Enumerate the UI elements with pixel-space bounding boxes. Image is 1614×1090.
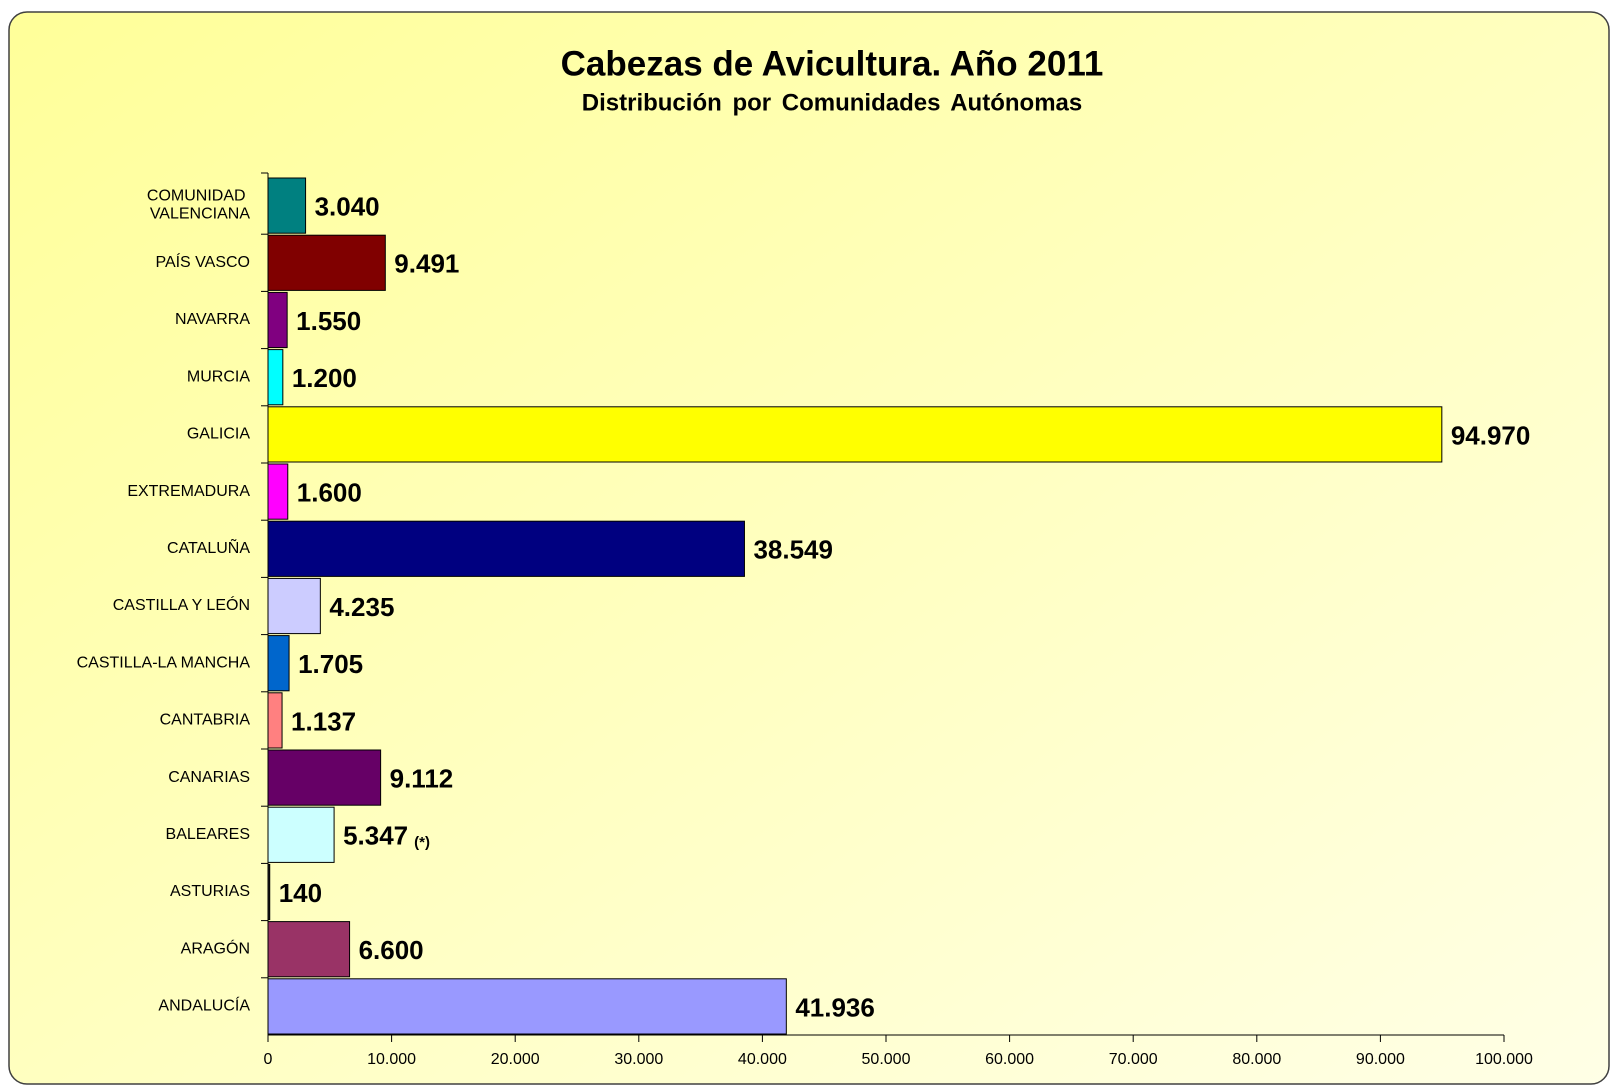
x-tick-label: 20.000 [491, 1051, 540, 1068]
bar [267, 692, 283, 749]
value-label: 9.491 [394, 249, 459, 279]
chart-subtitle: Distribución por Comunidades Autónomas [582, 89, 1082, 116]
x-tick-label: 0 [264, 1051, 273, 1068]
value-label: 6.600 [359, 935, 424, 965]
y-tick-label: ASTURIAS [170, 883, 250, 900]
value-label: 1.705 [298, 649, 363, 679]
x-tick-label: 70.000 [1109, 1051, 1158, 1068]
bar [267, 806, 335, 863]
value-label: 3.040 [315, 191, 380, 221]
bar [267, 749, 382, 806]
value-label: 38.549 [753, 535, 833, 565]
value-label: 1.200 [292, 363, 357, 393]
bar [267, 520, 745, 577]
annotation: (*) [414, 834, 430, 851]
value-label: 1.600 [297, 477, 362, 507]
bar [267, 406, 1443, 463]
y-tick-label: GALICIA [187, 426, 250, 443]
bar [267, 635, 290, 692]
y-tick-label: COMUNIDAD VALENCIANA [147, 188, 250, 223]
y-tick-label: BALEARES [166, 826, 250, 843]
value-label: 1.550 [296, 306, 361, 336]
y-tick-label: CANARIAS [168, 769, 250, 786]
bar [267, 463, 289, 520]
y-tick-label: NAVARRA [175, 311, 250, 328]
value-label: 140 [279, 878, 322, 908]
value-label: 4.235 [329, 592, 394, 622]
bar [267, 577, 321, 635]
x-tick-label: 80.000 [1232, 1051, 1281, 1068]
y-tick-label: MURCIA [187, 368, 250, 385]
label-line: COMUNIDAD [147, 188, 250, 205]
x-tick-label: 40.000 [738, 1051, 787, 1068]
value-label: 41.936 [795, 992, 875, 1022]
bar [267, 349, 284, 406]
y-tick-label: ANDALUCÍA [158, 996, 250, 1015]
y-tick-label: CASTILLA Y LEÓN [113, 595, 250, 614]
value-label: 94.970 [1451, 420, 1531, 450]
bar [267, 978, 787, 1035]
value-label: 9.112 [390, 763, 454, 793]
chart-background [8, 11, 1610, 1085]
x-tick-label: 100.000 [1475, 1051, 1533, 1068]
x-tick-label: 30.000 [614, 1051, 663, 1068]
x-tick-label: 60.000 [985, 1051, 1034, 1068]
y-tick-label: EXTREMADURA [127, 483, 250, 500]
label-line: VALENCIANA [150, 206, 251, 223]
y-tick-label: CASTILLA-LA MANCHA [77, 654, 251, 671]
y-tick-label: CATALUÑA [167, 537, 250, 557]
chart-title: Cabezas de Avicultura. Año 2011 [561, 44, 1104, 83]
bar [267, 291, 288, 349]
y-tick-label: CANTABRIA [160, 712, 251, 729]
x-tick-label: 90.000 [1356, 1051, 1405, 1068]
y-tick-label: ARAGÓN [181, 938, 250, 957]
value-label: 5.347 [343, 821, 408, 851]
y-tick-label: PAÍS VASCO [155, 252, 250, 271]
x-tick-label: 50.000 [862, 1051, 911, 1068]
x-tick-label: 10.000 [367, 1051, 416, 1068]
bar [267, 234, 386, 291]
bar [267, 921, 351, 978]
bar [267, 177, 307, 234]
value-label: 1.137 [291, 706, 356, 736]
